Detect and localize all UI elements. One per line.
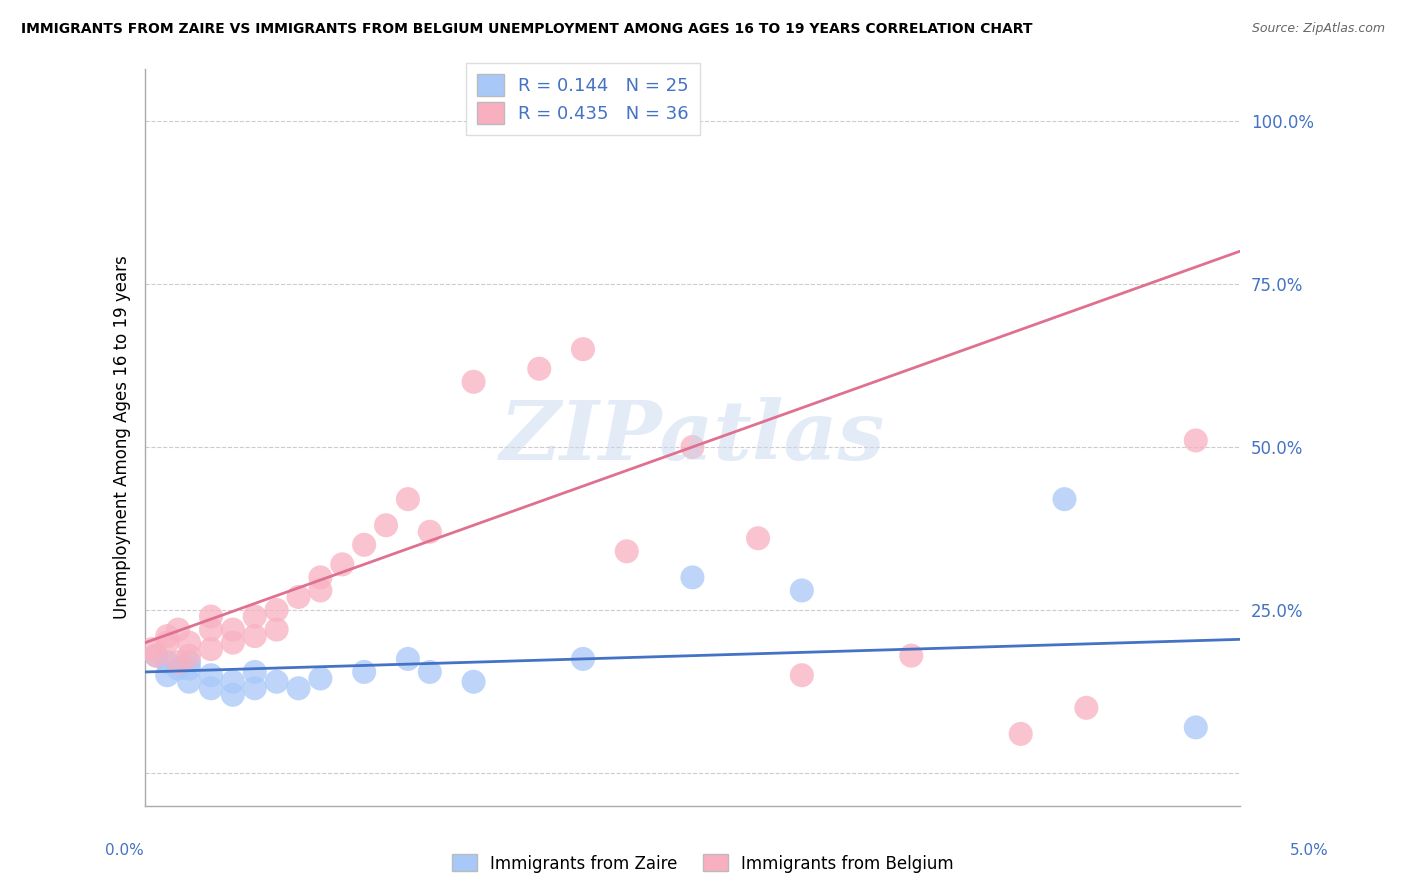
Point [463,674,485,689]
Point [1184,720,1206,734]
Text: ZIPatlas: ZIPatlas [499,397,886,477]
Point [156,635,179,649]
Point [200,642,222,657]
Point [309,583,332,598]
Point [167,655,190,669]
Point [200,668,222,682]
Point [287,590,309,604]
Point [419,524,441,539]
Point [1184,434,1206,448]
Point [309,570,332,584]
Legend: Immigrants from Zaire, Immigrants from Belgium: Immigrants from Zaire, Immigrants from B… [446,847,960,880]
Point [156,655,179,669]
Point [266,603,288,617]
Point [572,652,595,666]
Point [141,642,163,657]
Point [167,662,190,676]
Point [177,655,200,669]
Point [572,342,595,356]
Point [145,648,167,663]
Point [222,623,245,637]
Point [353,665,375,679]
Point [747,531,769,545]
Legend: R = 0.144   N = 25, R = 0.435   N = 36: R = 0.144 N = 25, R = 0.435 N = 36 [467,63,700,135]
Point [900,648,922,663]
Point [222,674,245,689]
Point [681,570,703,584]
Point [616,544,638,558]
Point [419,665,441,679]
Point [529,361,551,376]
Point [145,648,167,663]
Point [396,492,419,507]
Point [156,668,179,682]
Point [177,648,200,663]
Point [200,623,222,637]
Point [353,538,375,552]
Point [243,629,266,643]
Point [177,635,200,649]
Y-axis label: Unemployment Among Ages 16 to 19 years: Unemployment Among Ages 16 to 19 years [114,255,131,619]
Text: Source: ZipAtlas.com: Source: ZipAtlas.com [1251,22,1385,36]
Point [222,635,245,649]
Point [287,681,309,696]
Point [177,662,200,676]
Point [375,518,398,533]
Point [309,672,332,686]
Point [243,681,266,696]
Point [790,583,813,598]
Point [266,623,288,637]
Point [396,652,419,666]
Point [1010,727,1032,741]
Point [222,688,245,702]
Point [1076,701,1098,715]
Point [167,623,190,637]
Point [200,609,222,624]
Point [1053,492,1076,507]
Point [463,375,485,389]
Point [243,609,266,624]
Point [243,665,266,679]
Point [266,674,288,689]
Point [790,668,813,682]
Point [200,681,222,696]
Point [681,440,703,454]
Point [156,629,179,643]
Text: IMMIGRANTS FROM ZAIRE VS IMMIGRANTS FROM BELGIUM UNEMPLOYMENT AMONG AGES 16 TO 1: IMMIGRANTS FROM ZAIRE VS IMMIGRANTS FROM… [21,22,1032,37]
Text: 0.0%: 0.0% [105,843,145,858]
Text: 5.0%: 5.0% [1289,843,1329,858]
Point [177,674,200,689]
Point [330,558,353,572]
